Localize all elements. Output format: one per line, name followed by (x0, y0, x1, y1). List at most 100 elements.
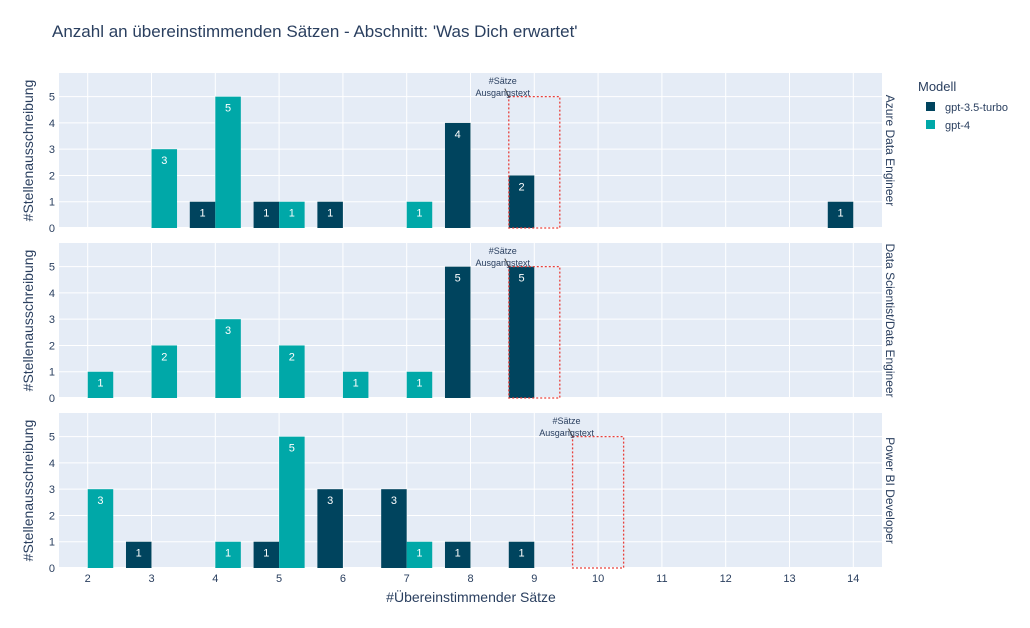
bar-value-label: 1 (289, 208, 295, 220)
bar-value-label: 1 (225, 548, 231, 560)
bar[interactable] (317, 201, 343, 228)
bar-value-label: 3 (391, 495, 397, 507)
bar[interactable] (317, 489, 343, 568)
bar-value-label: 1 (327, 208, 333, 220)
annotation-line-2: Ausgangstext (539, 428, 594, 438)
x-tick-label: 13 (783, 573, 795, 585)
x-tick-label: 3 (148, 573, 154, 585)
bar-value-label: 1 (136, 548, 142, 560)
y-tick-label: 3 (49, 314, 55, 326)
y-tick-label: 0 (49, 393, 55, 405)
bar-value-label: 1 (455, 548, 461, 560)
bar-value-label: 2 (518, 181, 524, 193)
bar[interactable] (279, 201, 305, 228)
facet-label: Azure Data Engineer (883, 95, 897, 206)
bar[interactable] (342, 371, 369, 398)
facet-panels: 0 1 2 3 4 5 1 1 1 4 2 1 3 5 1 1 #Sätze Ausgangstext Azure … (20, 73, 897, 575)
bar[interactable] (253, 201, 280, 228)
x-tick-label: 10 (592, 573, 604, 585)
y-tick-label: 0 (49, 223, 55, 235)
y-tick-label: 2 (49, 340, 55, 352)
x-tick-label: 4 (212, 573, 218, 585)
legend-title: Modell (918, 79, 956, 94)
x-tick-label: 2 (85, 573, 91, 585)
bar[interactable] (508, 175, 535, 228)
x-axis-title: #Übereinstimmender Sätze (386, 588, 556, 605)
bar[interactable] (253, 541, 280, 568)
x-tick-label: 6 (340, 573, 346, 585)
bar-value-label: 1 (97, 378, 103, 390)
y-axis-title: #Stellenausschreibung (20, 420, 36, 562)
y-tick-label: 3 (49, 484, 55, 496)
bar-value-label: 3 (161, 155, 167, 167)
bar-value-label: 1 (199, 208, 205, 220)
y-tick-label: 5 (49, 432, 55, 444)
y-tick-label: 1 (49, 197, 55, 209)
bar-value-label: 1 (837, 208, 843, 220)
legend-swatch[interactable] (926, 102, 935, 111)
bar[interactable] (189, 201, 216, 228)
facet-label: Data Scientist/Data Engineer (883, 243, 897, 397)
bar[interactable] (87, 371, 114, 398)
y-tick-label: 1 (49, 367, 55, 379)
y-tick-label: 2 (49, 510, 55, 522)
bar-value-label: 2 (289, 351, 295, 363)
x-tick-label: 8 (467, 573, 473, 585)
facet-panel: 0 1 2 3 4 5 1 1 1 4 2 1 3 5 1 1 #Sätze Ausgangstext Azure … (20, 73, 897, 235)
legend-entry[interactable]: gpt-4 (945, 120, 970, 132)
y-tick-label: 4 (49, 288, 55, 300)
bar[interactable] (508, 266, 535, 398)
y-axis-title: #Stellenausschreibung (20, 250, 36, 392)
x-tick-label: 5 (276, 573, 282, 585)
bar[interactable] (279, 345, 305, 398)
annotation-line-1: #Sätze (553, 416, 581, 426)
bar[interactable] (381, 489, 407, 568)
bar-value-label: 1 (353, 378, 359, 390)
y-tick-label: 2 (49, 170, 55, 182)
bar[interactable] (215, 541, 241, 568)
annotation-line-1: #Sätze (489, 76, 517, 86)
facet-panel: 0 1 2 3 4 5 5 5 1 2 3 2 1 1 #Sätze Ausgangstext Data Sci… (20, 243, 897, 405)
bar[interactable] (125, 541, 152, 568)
bar[interactable] (87, 489, 114, 568)
bar[interactable] (215, 96, 241, 228)
legend[interactable]: Modell gpt-3.5-turbo gpt-4 (918, 79, 1008, 132)
bar[interactable] (151, 149, 178, 228)
y-tick-label: 3 (49, 144, 55, 156)
annotation-line-2: Ausgangstext (476, 258, 531, 268)
y-tick-label: 5 (49, 92, 55, 104)
bar[interactable] (444, 266, 471, 398)
legend-entry[interactable]: gpt-3.5-turbo (945, 102, 1008, 114)
bar-value-label: 5 (518, 273, 524, 285)
bar-value-label: 1 (416, 548, 422, 560)
bar[interactable] (444, 541, 471, 568)
bar[interactable] (151, 345, 178, 398)
bar[interactable] (508, 541, 535, 568)
bar-value-label: 3 (327, 495, 333, 507)
annotation-line-2: Ausgangstext (476, 88, 531, 98)
facet-label: Power BI Developer (883, 437, 897, 544)
bar[interactable] (215, 319, 241, 398)
bar[interactable] (406, 541, 433, 568)
x-tick-label: 14 (847, 573, 859, 585)
bar[interactable] (406, 201, 433, 228)
annotation-line-1: #Sätze (489, 246, 517, 256)
x-tick-label: 12 (720, 573, 732, 585)
bar-value-label: 1 (416, 378, 422, 390)
x-tick-label: 11 (656, 573, 667, 585)
x-tick-label: 7 (404, 573, 410, 585)
y-tick-label: 4 (49, 118, 55, 130)
bar[interactable] (444, 122, 471, 228)
annotation-box (508, 265, 561, 399)
legend-swatch[interactable] (926, 120, 935, 129)
annotation-box (571, 435, 625, 569)
facet-panel: 0 1 2 3 4 5 1 1 3 3 1 1 3 1 5 1 #Sätze Ausgangstext Power … (20, 413, 897, 575)
y-tick-label: 4 (49, 458, 55, 470)
chart-title: Anzahl an übereinstimmenden Sätzen - Abs… (52, 22, 578, 41)
bar[interactable] (827, 201, 854, 228)
bar[interactable] (279, 436, 305, 568)
bar[interactable] (406, 371, 433, 398)
annotation-arrow (504, 258, 510, 267)
x-axis: 2 3 4 5 6 7 8 9 10 11 12 13 14 (85, 573, 860, 585)
annotation-arrow (568, 428, 574, 437)
